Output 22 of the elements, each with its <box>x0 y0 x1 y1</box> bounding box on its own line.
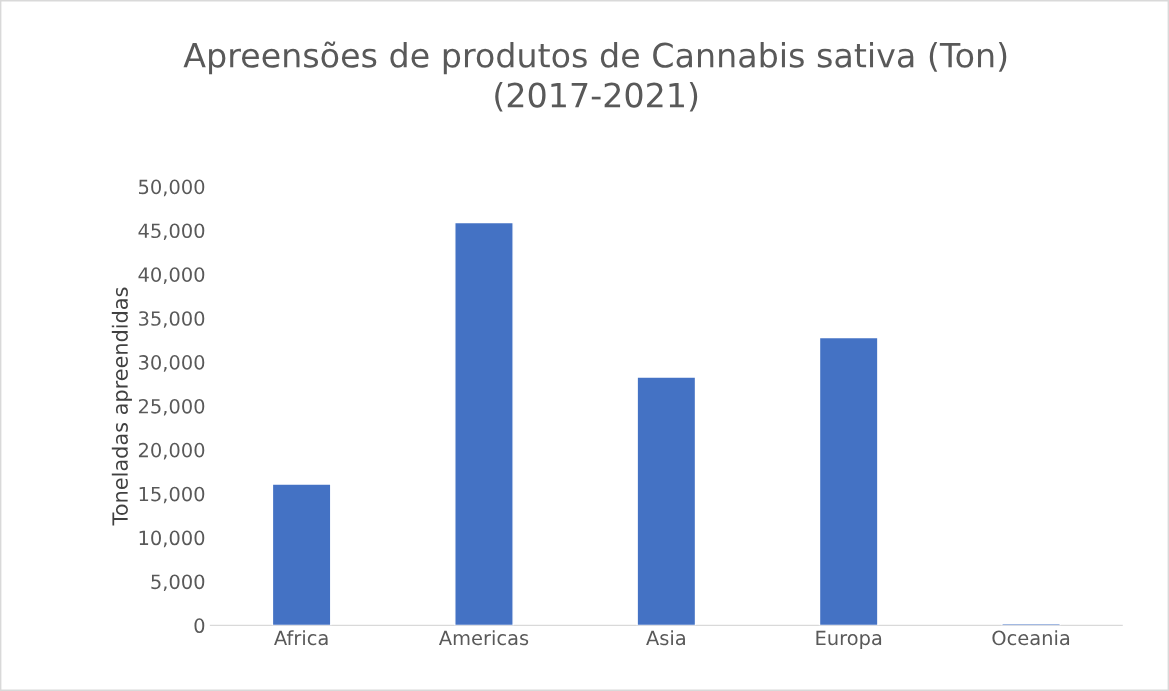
chart-title: Apreensões de produtos de Cannabis sativa (Ton) (2017-2021) <box>183 41 1007 112</box>
y-tick-label: 10,000 <box>139 530 205 548</box>
x-tick-label: Oceania <box>992 630 1070 646</box>
bar <box>271 483 332 626</box>
y-tick-label: 15,000 <box>139 486 205 504</box>
x-tick-label: Asia <box>646 630 685 646</box>
bar <box>636 376 697 626</box>
bar <box>818 336 879 626</box>
y-axis-title: Toneladas apreendidas <box>111 287 132 526</box>
y-tick-label: 30,000 <box>139 355 205 372</box>
y-tick-label: 5,000 <box>151 574 205 592</box>
x-tick-label: Africa <box>274 630 328 646</box>
y-tick-label: 0 <box>194 618 205 634</box>
y-tick-label: 45,000 <box>138 223 205 241</box>
y-tick-label: 20,000 <box>138 442 205 460</box>
bar <box>454 221 514 626</box>
x-tick-label: Europa <box>816 630 882 650</box>
y-tick-label: 35,000 <box>139 311 205 328</box>
y-tick-label: 25,000 <box>138 398 205 416</box>
x-tick-label: Americas <box>438 630 529 646</box>
y-tick-label: 40,000 <box>138 267 205 284</box>
y-tick-label: 50,000 <box>139 179 205 197</box>
